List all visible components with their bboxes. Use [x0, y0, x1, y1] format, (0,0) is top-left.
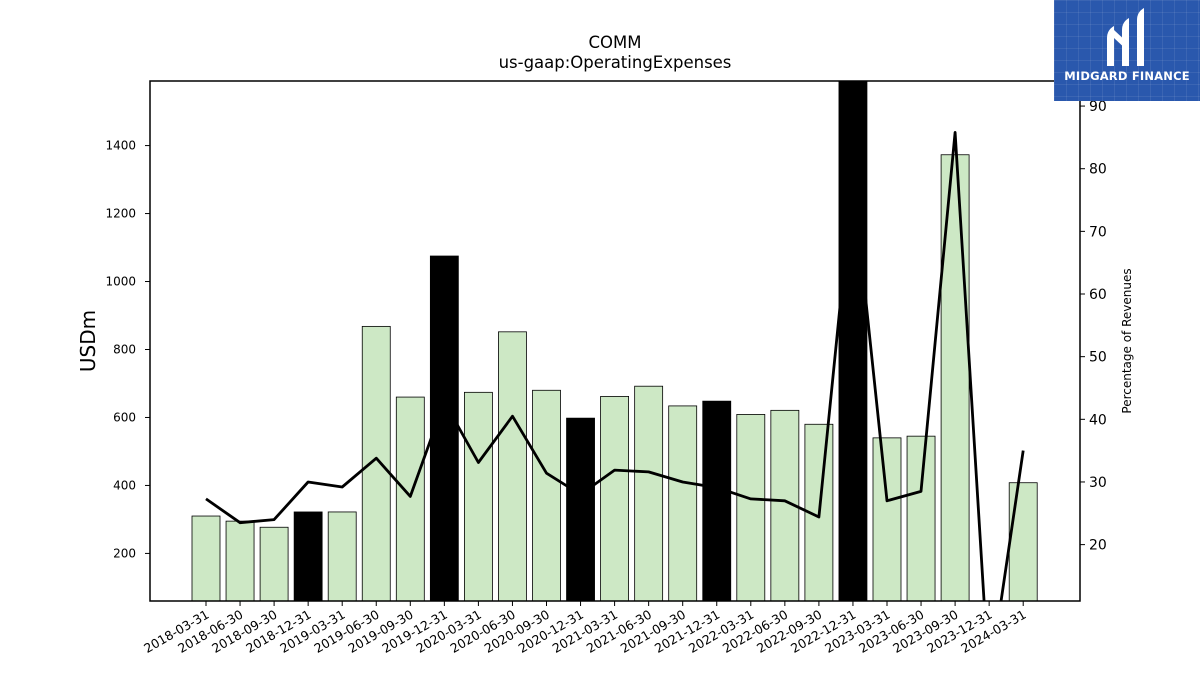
- bar-2021-09-30: [668, 405, 698, 601]
- y2-tick-label: 50: [1089, 350, 1107, 366]
- y2-tick-label: 70: [1089, 224, 1107, 240]
- bar-2018-09-30: [259, 526, 289, 601]
- brand-logo: MIDGARD FINANCE: [1054, 0, 1200, 101]
- bar-2018-06-30: [225, 520, 255, 601]
- bar-2022-03-31: [736, 414, 766, 601]
- y2-tick-label: 30: [1089, 475, 1107, 491]
- bar-2023-03-31: [872, 437, 902, 601]
- bar-series: [191, 81, 1038, 601]
- bar-2019-06-30: [361, 325, 391, 601]
- x-axis: 2018-03-312018-06-302018-09-302018-12-31…: [141, 601, 1029, 656]
- bar-2019-09-30: [395, 396, 425, 601]
- bar-2022-12-31: [838, 81, 868, 601]
- y-tick-label: 400: [113, 478, 136, 492]
- bar-2018-03-31: [191, 515, 221, 601]
- bar-2021-06-30: [634, 385, 664, 601]
- bar-2021-03-31: [600, 395, 629, 601]
- y-axis-label: USDm: [76, 310, 100, 372]
- bar-2020-12-31: [566, 417, 595, 601]
- y2-tick-label: 90: [1089, 99, 1107, 115]
- brand-name: MIDGARD FINANCE: [1064, 69, 1190, 83]
- bar-2019-03-31: [327, 511, 357, 601]
- midgard-m-logo-icon: [1107, 8, 1144, 66]
- y-tick-label: 1200: [105, 207, 136, 221]
- right-axis: 20 30 40 50 60 70 80 90: [1080, 99, 1107, 554]
- bar-2018-12-31: [293, 511, 323, 601]
- y-tick-label: 800: [113, 342, 136, 356]
- y2-axis-label: Percentage of Revenues: [1120, 268, 1134, 413]
- bar-2020-06-30: [498, 331, 527, 601]
- y2-tick-label: 60: [1089, 287, 1107, 303]
- y2-tick-label: 20: [1089, 538, 1107, 554]
- percentage-line: [205, 130, 1025, 601]
- y-tick-label: 600: [113, 410, 136, 424]
- bar-2021-12-31: [702, 400, 732, 601]
- line-series: [205, 130, 1025, 601]
- chart-title: COMM: [589, 33, 642, 52]
- y-tick-label: 1000: [105, 275, 136, 289]
- y2-tick-label: 40: [1089, 412, 1107, 428]
- bar-2023-06-30: [906, 435, 936, 601]
- y-tick-label: 200: [113, 546, 136, 560]
- y-tick-label: 1400: [105, 139, 136, 153]
- y2-tick-label: 80: [1089, 162, 1107, 178]
- bar-2024-03-31: [1008, 482, 1038, 601]
- chart-subtitle: us-gaap:OperatingExpenses: [499, 53, 732, 72]
- bar-2020-03-31: [463, 391, 493, 601]
- bar-2020-09-30: [532, 389, 561, 601]
- left-axis: 200 400 600 800 1000 1200 1400: [105, 139, 150, 560]
